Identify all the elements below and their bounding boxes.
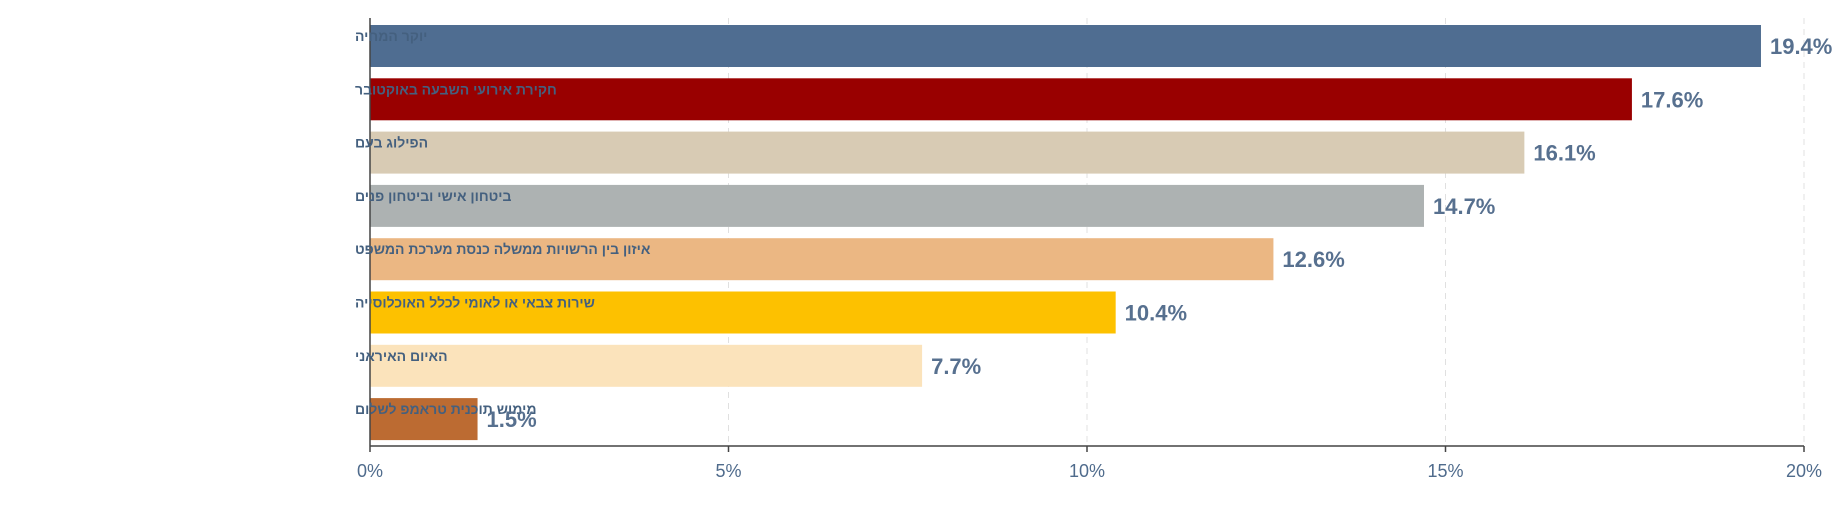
bar (370, 398, 478, 441)
value-label: 17.6% (1641, 87, 1703, 112)
value-label: 1.5% (487, 407, 537, 432)
bar (370, 184, 1424, 227)
bars (370, 25, 1761, 441)
category-label: שירות צבאי או לאומי לכלל האוכלוסייה (355, 295, 595, 311)
bar (370, 78, 1632, 121)
category-label: האיום האיראני (355, 348, 448, 364)
bar (370, 291, 1116, 334)
value-label: 16.1% (1533, 141, 1595, 166)
category-label: איזון בין הרשויות ממשלה כנסת מערכת המשפט (355, 241, 651, 257)
bar (370, 344, 923, 387)
value-label: 10.4% (1125, 301, 1187, 326)
bar (370, 131, 1525, 174)
x-tick-label: 0% (357, 461, 383, 481)
bar (370, 25, 1761, 67)
value-label: 19.4% (1770, 34, 1832, 59)
category-label: חקירת אירועי השבעה באוקטובר (355, 81, 557, 97)
bar (370, 238, 1274, 281)
value-label: 12.6% (1282, 247, 1344, 272)
value-label: 7.7% (931, 354, 981, 379)
x-tick-label: 15% (1427, 461, 1463, 481)
category-label: ביטחון אישי וביטחון פנים (355, 188, 512, 204)
value-label: 14.7% (1433, 194, 1495, 219)
category-label: מימוש תוכנית טראמפ לשלום (355, 401, 536, 417)
x-tick-label: 20% (1786, 461, 1822, 481)
axes (369, 18, 1805, 452)
category-label: יוקר המחיה (355, 28, 427, 44)
x-tick-label: 5% (715, 461, 741, 481)
category-label: הפילוג בעם (355, 135, 428, 151)
labels: 0% 5% 10% 15% 20% יוקר המחיה 19.4% חקירת אירועי… (355, 28, 1832, 481)
x-tick-label: 10% (1069, 461, 1105, 481)
